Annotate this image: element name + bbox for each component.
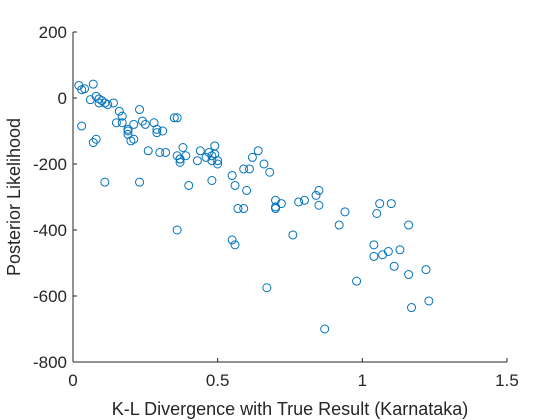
data-point xyxy=(375,199,385,209)
plot-area: 0 0.5 1 1.5 200 0 -200 -400 -600 -800 xyxy=(33,23,519,390)
data-point xyxy=(288,230,298,240)
data-points xyxy=(74,79,434,334)
data-point xyxy=(314,185,324,195)
data-point xyxy=(161,147,171,157)
data-point xyxy=(152,124,162,134)
data-point xyxy=(169,113,179,123)
data-point xyxy=(239,204,249,214)
y-tick-label: -200 xyxy=(33,155,67,174)
data-point xyxy=(233,204,243,214)
data-point xyxy=(172,225,182,235)
data-point xyxy=(247,152,257,162)
data-point xyxy=(195,146,205,156)
data-point xyxy=(395,245,405,255)
data-point xyxy=(299,195,309,205)
data-point xyxy=(230,240,240,250)
data-point xyxy=(111,118,121,128)
data-point xyxy=(227,235,237,245)
data-point xyxy=(192,156,202,166)
x-ticks: 0 0.5 1 1.5 xyxy=(68,358,519,390)
data-point xyxy=(386,199,396,209)
data-point xyxy=(262,283,272,293)
y-tick-label: -400 xyxy=(33,221,67,240)
data-point xyxy=(320,324,330,334)
x-tick-label: 0 xyxy=(68,371,77,390)
y-tick-label: -800 xyxy=(33,353,67,372)
data-point xyxy=(158,126,168,136)
data-point xyxy=(175,154,185,164)
data-point xyxy=(244,164,254,174)
data-point xyxy=(204,147,214,157)
data-point xyxy=(404,220,414,230)
data-point xyxy=(265,167,275,177)
data-point xyxy=(80,84,90,94)
data-point xyxy=(129,119,139,129)
data-point xyxy=(109,98,119,108)
data-point xyxy=(88,79,98,89)
data-point xyxy=(135,177,145,187)
data-point xyxy=(372,209,382,218)
data-point xyxy=(352,276,362,286)
data-point xyxy=(389,261,399,271)
data-point xyxy=(77,121,87,131)
y-tick-label: 0 xyxy=(58,89,67,108)
data-point xyxy=(94,98,104,108)
data-point xyxy=(210,141,220,151)
data-point xyxy=(152,128,162,138)
data-point xyxy=(129,134,139,144)
data-point xyxy=(378,250,388,260)
data-point xyxy=(276,199,286,209)
data-point xyxy=(404,270,414,280)
data-point xyxy=(123,124,133,134)
data-point xyxy=(424,296,434,306)
data-point xyxy=(137,116,147,126)
x-tick-label: 1 xyxy=(358,371,367,390)
data-point xyxy=(340,207,350,217)
data-point xyxy=(91,134,101,144)
data-point xyxy=(207,176,217,185)
data-point xyxy=(271,204,281,214)
y-tick-label: -600 xyxy=(33,287,67,306)
x-tick-label: 1.5 xyxy=(495,371,519,390)
y-axis-title: Posterior Likelihood xyxy=(4,118,24,276)
data-point xyxy=(230,180,240,190)
data-point xyxy=(421,265,431,275)
data-point xyxy=(369,240,379,250)
data-point xyxy=(242,185,252,195)
data-point xyxy=(184,180,194,190)
data-point xyxy=(294,197,304,207)
data-point xyxy=(253,146,263,156)
data-point xyxy=(311,190,321,200)
data-point xyxy=(213,159,223,169)
data-point xyxy=(407,303,417,313)
data-point xyxy=(259,159,269,169)
data-point xyxy=(155,147,165,157)
data-point xyxy=(103,100,113,110)
data-point xyxy=(135,105,145,115)
data-point xyxy=(140,119,150,129)
data-point xyxy=(314,200,324,210)
x-axis-title: K-L Divergence with True Result (Karnata… xyxy=(112,399,468,419)
data-point xyxy=(334,220,344,230)
data-point xyxy=(117,118,127,128)
data-point xyxy=(88,138,98,148)
data-point xyxy=(100,177,110,187)
data-point xyxy=(114,106,124,116)
data-point xyxy=(172,113,182,123)
data-point xyxy=(175,157,185,167)
data-point xyxy=(227,171,237,181)
data-point xyxy=(178,143,188,152)
y-ticks: 200 0 -200 -400 -600 -800 xyxy=(33,23,77,372)
x-tick-label: 0.5 xyxy=(206,371,230,390)
data-point xyxy=(117,111,127,121)
y-tick-label: 200 xyxy=(39,23,67,42)
data-point xyxy=(239,164,249,174)
data-point xyxy=(143,146,153,156)
data-point xyxy=(213,156,223,166)
data-point xyxy=(369,251,379,261)
